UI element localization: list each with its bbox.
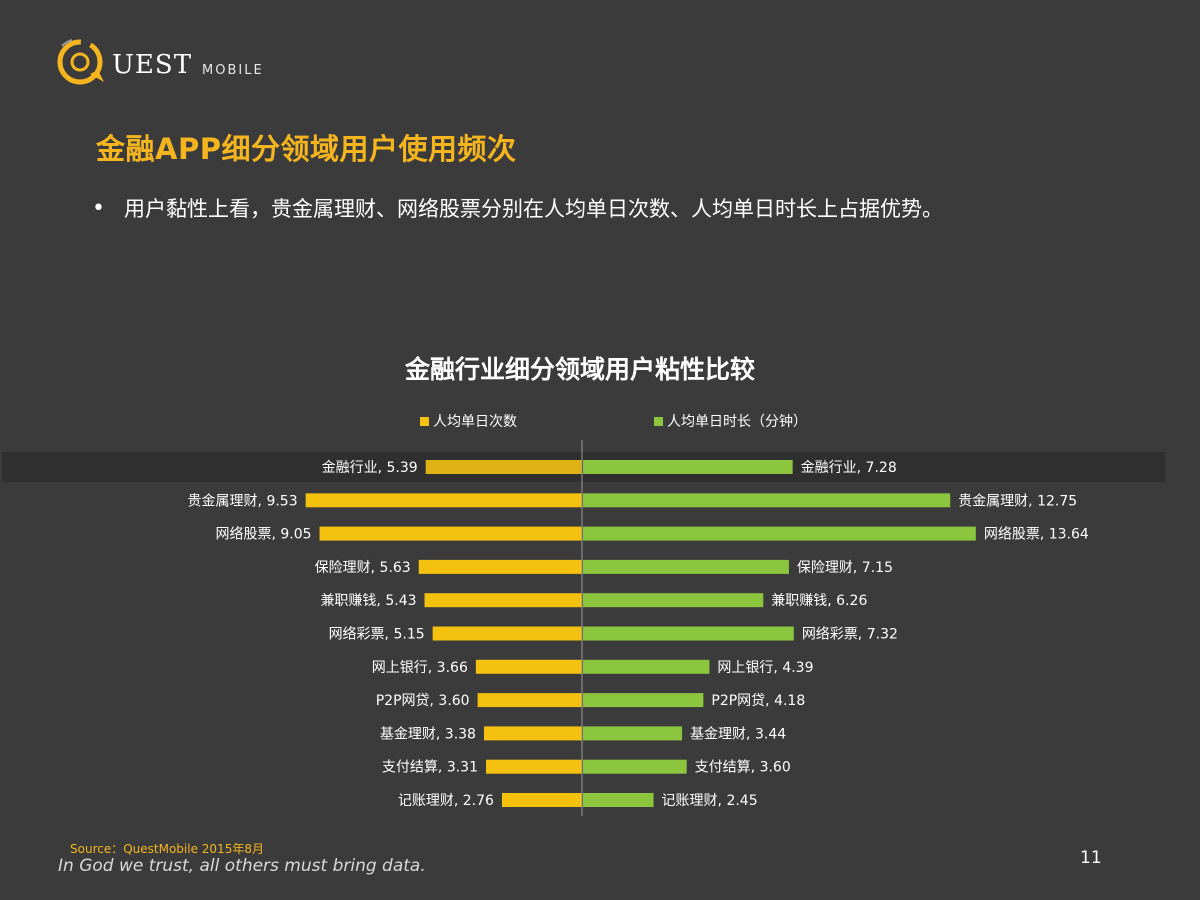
data-label-count: 支付结算, 3.31 (382, 760, 478, 776)
data-label-duration: 贵金属理财, 12.75 (958, 493, 1077, 509)
bar-count (425, 460, 582, 474)
legend-item-count: 人均单日次数 (420, 411, 517, 431)
bullet-text: 用户黏性上看，贵金属理财、网络股票分别在人均单日次数、人均单日时长上占据优势。 (124, 197, 943, 221)
slide-title: 金融APP细分领域用户使用频次 (96, 132, 517, 166)
bar-count (486, 759, 582, 774)
bar-count (501, 793, 582, 807)
bar-duration (583, 693, 704, 708)
chart-title: 金融行业细分领域用户粘性比较 (404, 355, 755, 384)
data-label-duration: 网上银行, 4.39 (717, 660, 813, 676)
logo-wordmark: UEST (112, 50, 193, 80)
bar-duration (583, 793, 654, 807)
data-label-count: 兼职赚钱, 5.43 (320, 593, 416, 609)
data-label-count: 网络股票, 9.05 (215, 527, 311, 543)
bar-count (477, 693, 582, 708)
footer-motto: In God we trust, all others must bring d… (58, 856, 426, 876)
chart-legend: 人均单日次数 人均单日时长（分钟） (0, 411, 1200, 435)
bar-count (305, 493, 582, 508)
butterfly-bar-chart: 金融行业, 5.39 金融行业, 7.28 贵金属理财, 9.53 贵金属理财, 12… (2, 440, 1165, 816)
bar-count (424, 593, 582, 608)
data-label-duration: 兼职赚钱, 6.26 (771, 593, 867, 609)
data-label-duration: P2P网贷, 4.18 (711, 693, 805, 709)
page-number: 11 (1080, 848, 1102, 868)
quest-q-logo-icon (57, 39, 104, 85)
data-label-duration: 金融行业, 7.28 (801, 460, 897, 476)
bar-duration (583, 559, 789, 574)
source-note: Source：QuestMobile 2015年8月 (70, 842, 264, 856)
data-label-count: 记账理财, 2.76 (398, 793, 494, 809)
data-label-count: 网上银行, 3.66 (372, 660, 468, 676)
bar-duration (583, 460, 793, 474)
bar-duration (583, 759, 687, 774)
data-label-duration: 网络彩票, 7.32 (802, 627, 898, 643)
bar-duration (583, 726, 683, 741)
bar-duration (583, 593, 764, 608)
logo-subtitle: MOBILE (202, 63, 264, 78)
legend-swatch-count (420, 416, 429, 426)
bar-count (483, 726, 582, 741)
data-label-count: 网络彩票, 5.15 (329, 627, 425, 643)
bullet-point: • 用户黏性上看，贵金属理财、网络股票分别在人均单日次数、人均单日时长上占据优势… (92, 192, 1102, 226)
quest-mobile-logo: UEST MOBILE (54, 36, 294, 88)
bar-count (319, 526, 582, 541)
bar-count (432, 626, 582, 641)
data-label-count: 贵金属理财, 9.53 (188, 493, 298, 509)
data-label-count: 金融行业, 5.39 (322, 460, 418, 476)
legend-label-duration: 人均单日时长（分钟） (667, 414, 807, 430)
data-label-duration: 基金理财, 3.44 (690, 725, 786, 742)
bar-count (418, 559, 582, 574)
data-label-duration: 网络股票, 13.64 (984, 527, 1089, 543)
data-label-count: 保险理财, 5.63 (315, 560, 411, 576)
bar-duration (583, 659, 710, 674)
data-label-duration: 记账理财, 2.45 (662, 793, 758, 809)
bar-duration (583, 493, 951, 508)
legend-label-count: 人均单日次数 (433, 414, 517, 430)
data-label-count: P2P网贷, 3.60 (376, 693, 470, 709)
bar-duration (583, 526, 976, 541)
data-label-duration: 支付结算, 3.60 (695, 760, 791, 776)
data-label-count: 基金理财, 3.38 (380, 725, 476, 742)
bullet-dot-icon: • (92, 196, 105, 221)
legend-swatch-duration (654, 416, 663, 426)
data-label-duration: 保险理财, 7.15 (797, 560, 893, 576)
bar-duration (583, 626, 794, 641)
legend-item-duration: 人均单日时长（分钟） (654, 411, 807, 431)
bar-count (475, 659, 582, 674)
